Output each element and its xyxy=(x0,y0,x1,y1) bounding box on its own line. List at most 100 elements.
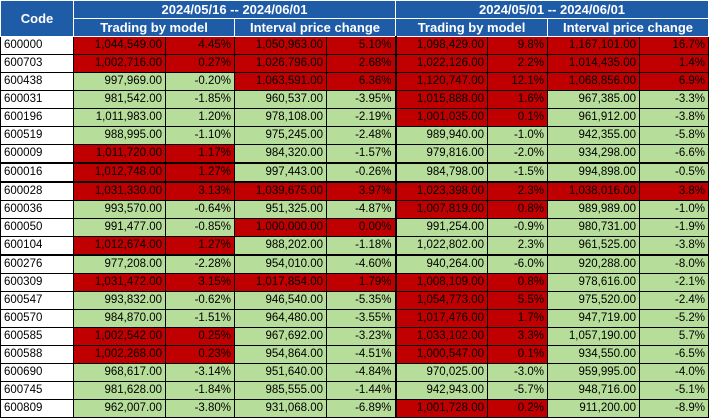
value-cell-v1: 991,477.00 xyxy=(73,218,166,237)
value-cell-v4: 1,057,190.00 xyxy=(547,327,641,346)
pct-cell-p3: 3.3% xyxy=(487,327,549,346)
stock-code-cell: 600585 xyxy=(0,327,74,346)
value-cell-v3: 1,033,102.00 xyxy=(394,327,489,346)
pct-cell-p3: -1.0% xyxy=(487,126,549,145)
stock-code-cell: 600104 xyxy=(0,236,74,256)
stock-code-cell: 600588 xyxy=(0,345,74,364)
pct-cell-p4: -6.6% xyxy=(639,144,709,164)
value-cell-v2: 997,443.00 xyxy=(234,162,327,183)
value-cell-v2: 1,050,963.00 xyxy=(234,36,327,55)
table-row: 600276 977,208.00 -2.28% 954,010.00 -4.60% 94… xyxy=(0,254,709,274)
pct-cell-p3: 5.5% xyxy=(487,291,549,310)
table-row: 600009 1,011,720.00 1.17% 984,320.00 -1.57% 9… xyxy=(0,144,709,164)
pct-cell-p1: -1.85% xyxy=(165,90,235,109)
value-cell-v4: 961,912.00 xyxy=(547,108,641,127)
pct-cell-p4: -3.8% xyxy=(639,108,709,127)
value-cell-v3: 1,054,773.00 xyxy=(394,291,489,310)
pct-cell-p1: -0.64% xyxy=(165,200,235,219)
table-row: 600570 984,870.00 -1.51% 964,480.00 -3.55% 1,… xyxy=(0,309,709,328)
pct-cell-p1: -0.20% xyxy=(165,72,235,91)
value-cell-v2: 951,325.00 xyxy=(234,200,327,219)
pct-cell-p3: 0.1% xyxy=(487,345,549,364)
pct-cell-p2: -3.95% xyxy=(325,90,397,109)
pct-cell-p2: 0.00% xyxy=(325,218,397,237)
period1-header: 2024/05/16 -- 2024/06/01 xyxy=(72,0,397,19)
pct-cell-p2: 1.79% xyxy=(325,273,397,292)
period2-header: 2024/05/01 -- 2024/06/01 xyxy=(395,0,709,19)
value-cell-v4: 948,716.00 xyxy=(547,381,641,400)
pct-cell-p2: -3.55% xyxy=(325,309,397,328)
stock-code-cell: 600036 xyxy=(0,200,74,219)
value-cell-v3: 1,001,035.00 xyxy=(394,108,489,127)
value-cell-v2: 1,026,796.00 xyxy=(234,54,327,73)
value-cell-v3: 1,022,126.00 xyxy=(394,54,489,73)
value-cell-v4: 1,014,435.00 xyxy=(547,54,641,73)
value-cell-v2: 1,063,591.00 xyxy=(234,72,327,91)
price-change-header-1: Interval price change xyxy=(233,18,397,37)
value-cell-v3: 1,017,476.00 xyxy=(394,309,489,328)
pct-cell-p3: -1.5% xyxy=(487,162,549,183)
pct-cell-p2: -0.26% xyxy=(325,162,397,183)
value-cell-v3: 989,940.00 xyxy=(394,126,489,145)
value-cell-v3: 940,264.00 xyxy=(394,254,489,274)
value-cell-v1: 988,995.00 xyxy=(73,126,166,145)
pct-cell-p2: -4.60% xyxy=(325,254,397,274)
pct-cell-p4: -6.5% xyxy=(639,345,709,364)
pct-cell-p2: -6.89% xyxy=(325,399,397,418)
pct-cell-p3: -3.0% xyxy=(487,363,549,382)
value-cell-v2: 985,555.00 xyxy=(234,381,327,400)
stock-code-cell: 600570 xyxy=(0,309,74,328)
value-cell-v4: 961,525.00 xyxy=(547,236,641,256)
value-cell-v1: 977,208.00 xyxy=(73,254,166,274)
pct-cell-p4: -1.0% xyxy=(639,200,709,219)
value-cell-v2: 967,692.00 xyxy=(234,327,327,346)
pct-cell-p4: 1.4% xyxy=(639,54,709,73)
pct-cell-p1: -3.14% xyxy=(165,363,235,382)
value-cell-v4: 994,898.00 xyxy=(547,162,641,183)
value-cell-v3: 1,098,429.00 xyxy=(394,36,489,55)
value-cell-v4: 967,385.00 xyxy=(547,90,641,109)
stock-code-cell: 600196 xyxy=(0,108,74,127)
value-cell-v4: 978,616.00 xyxy=(547,273,641,292)
stock-code-cell: 600519 xyxy=(0,126,74,145)
pct-cell-p3: 0.8% xyxy=(487,200,549,219)
pct-cell-p3: 12.1% xyxy=(487,72,549,91)
table-row: 600000 1,044,549.00 4.45% 1,050,963.00 5.10%… xyxy=(0,36,709,55)
pct-cell-p3: -6.0% xyxy=(487,254,549,274)
table-row: 600309 1,031,472.00 3.15% 1,017,854.00 1.79%… xyxy=(0,273,709,292)
pct-cell-p4: -2.1% xyxy=(639,273,709,292)
table-row: 600519 988,995.00 -1.10% 975,245.00 -2.48% 98… xyxy=(0,126,709,145)
value-cell-v1: 1,012,674.00 xyxy=(73,236,166,256)
pct-cell-p2: 3.97% xyxy=(325,181,397,201)
pct-cell-p4: 16.7% xyxy=(639,36,709,55)
pct-cell-p4: -5.1% xyxy=(639,381,709,400)
pct-cell-p1: 3.15% xyxy=(165,273,235,292)
pct-cell-p1: -0.85% xyxy=(165,218,235,237)
stock-code-cell: 600276 xyxy=(0,254,74,274)
value-cell-v1: 1,011,720.00 xyxy=(73,144,166,164)
pct-cell-p2: -1.44% xyxy=(325,381,397,400)
stock-code-cell: 600050 xyxy=(0,218,74,237)
pct-cell-p4: -3.8% xyxy=(639,236,709,256)
pct-cell-p3: 2.3% xyxy=(487,181,549,201)
pct-cell-p4: 6.9% xyxy=(639,72,709,91)
pct-cell-p2: -2.19% xyxy=(325,108,397,127)
value-cell-v3: 1,007,819.00 xyxy=(394,200,489,219)
value-cell-v2: 954,010.00 xyxy=(234,254,327,274)
pct-cell-p2: -5.35% xyxy=(325,291,397,310)
pct-cell-p2: -1.57% xyxy=(325,144,397,164)
value-cell-v1: 984,870.00 xyxy=(73,309,166,328)
pct-cell-p1: 1.17% xyxy=(165,144,235,164)
pct-cell-p1: -3.80% xyxy=(165,399,235,418)
pct-cell-p4: 3.8% xyxy=(639,181,709,201)
value-cell-v2: 954,864.00 xyxy=(234,345,327,364)
pct-cell-p1: 0.23% xyxy=(165,345,235,364)
value-cell-v4: 989,989.00 xyxy=(547,200,641,219)
value-cell-v4: 980,731.00 xyxy=(547,218,641,237)
value-cell-v2: 1,017,854.00 xyxy=(234,273,327,292)
value-cell-v1: 1,031,472.00 xyxy=(73,273,166,292)
value-cell-v4: 934,550.00 xyxy=(547,345,641,364)
value-cell-v4: 1,038,016.00 xyxy=(547,181,641,201)
value-cell-v2: 964,480.00 xyxy=(234,309,327,328)
